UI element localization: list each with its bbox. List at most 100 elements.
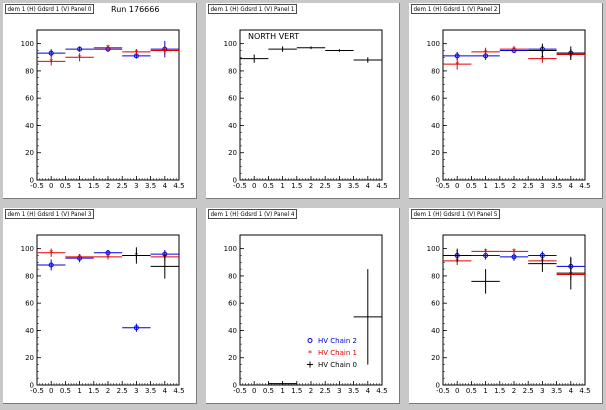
svg-text:*: * <box>540 55 544 64</box>
x-tick-label: -0.5 <box>436 387 450 395</box>
x-tick-label: 2.5 <box>117 387 128 395</box>
chart-pad-2: dem 1 (H) Gdsrd 1 (V) Panel 2-0.5 0 0.5 1 1.… <box>409 3 603 199</box>
x-tick-label: 0 <box>252 387 256 395</box>
data-point <box>471 269 500 294</box>
x-tick-label: 3.5 <box>348 387 359 395</box>
x-tick-label: 0 <box>455 182 459 190</box>
data-point: * <box>122 48 151 57</box>
x-tick-label: 2 <box>309 182 313 190</box>
data-point <box>122 247 151 264</box>
y-tick-label: 60 <box>431 95 440 103</box>
x-tick-label: 2.5 <box>320 387 331 395</box>
y-tick-label: 40 <box>431 327 440 335</box>
x-tick-label: 4.5 <box>173 387 184 395</box>
data-point <box>353 57 382 63</box>
y-tick-label: 80 <box>25 272 34 280</box>
data-point <box>268 382 297 385</box>
svg-text:*: * <box>308 349 312 358</box>
data-point <box>528 255 557 272</box>
svg-text:*: * <box>134 48 138 57</box>
chart-title: dem 1 (H) Gdsrd 1 (V) Panel 1 <box>211 6 295 13</box>
y-tick-label: 100 <box>21 40 34 48</box>
data-point <box>240 54 269 63</box>
x-tick-label: 4 <box>569 387 574 395</box>
data-point <box>37 259 66 271</box>
legend-entry: HV Chain 2 <box>307 337 357 345</box>
data-point: * <box>471 47 500 57</box>
x-tick-label: 1.5 <box>88 387 99 395</box>
x-tick-label: 3 <box>134 182 138 190</box>
x-tick-label: 0.5 <box>263 387 274 395</box>
data-point <box>65 46 94 52</box>
data-point <box>353 269 382 365</box>
y-tick-label: 0 <box>30 382 34 390</box>
run-label: Run 176666 <box>111 5 159 14</box>
x-tick-label: 3.5 <box>551 387 562 395</box>
title-box <box>208 4 297 14</box>
x-tick-label: 1 <box>280 387 284 395</box>
data-point <box>296 46 326 50</box>
svg-text:*: * <box>512 45 516 54</box>
x-tick-label: 1 <box>77 387 81 395</box>
y-tick-label: 0 <box>436 177 440 185</box>
title-box <box>208 209 297 219</box>
x-tick-label: 2 <box>106 182 110 190</box>
svg-text:*: * <box>106 253 110 262</box>
legend-label: HV Chain 2 <box>318 337 357 345</box>
chart-title: dem 1 (H) Gdsrd 1 (V) Panel 3 <box>8 211 92 218</box>
y-tick-label: 40 <box>25 327 34 335</box>
x-tick-label: 0.5 <box>60 387 71 395</box>
y-tick-label: 80 <box>228 67 237 75</box>
data-point: * <box>499 247 529 256</box>
x-tick-label: -0.5 <box>233 182 247 190</box>
chart-title: dem 1 (H) Gdsrd 1 (V) Panel 0 <box>8 6 92 13</box>
y-tick-label: 20 <box>228 354 237 362</box>
y-tick-label: 60 <box>25 300 34 308</box>
y-tick-label: 20 <box>431 354 440 362</box>
legend-label: HV Chain 0 <box>318 361 357 369</box>
y-tick-label: 40 <box>228 327 237 335</box>
x-tick-label: 2 <box>512 182 516 190</box>
svg-text:*: * <box>455 60 459 69</box>
x-tick-label: 0.5 <box>263 182 274 190</box>
chart-pad-4: dem 1 (H) Gdsrd 1 (V) Panel 4-0.5 0 0.5 1 1.… <box>206 208 400 404</box>
x-tick-label: 2 <box>106 387 110 395</box>
title-box <box>411 209 500 219</box>
y-tick-label: 0 <box>233 177 237 185</box>
x-tick-label: 4 <box>366 387 371 395</box>
x-tick-label: 2.5 <box>117 182 128 190</box>
svg-text:*: * <box>484 247 488 256</box>
x-tick-label: 4.5 <box>579 387 590 395</box>
plot-frame <box>239 29 383 181</box>
y-tick-label: 80 <box>228 272 237 280</box>
data-point <box>268 46 297 52</box>
chart-pad-1: dem 1 (H) Gdsrd 1 (V) Panel 1-0.5 0 0.5 1 1.… <box>206 3 400 199</box>
x-tick-label: 1.5 <box>88 182 99 190</box>
chart-title: dem 1 (H) Gdsrd 1 (V) Panel 2 <box>414 6 498 13</box>
x-tick-label: 2 <box>309 387 313 395</box>
plot-frame <box>36 234 180 386</box>
chart-pad-3: dem 1 (H) Gdsrd 1 (V) Panel 3 -0.5 0 0.5 1 1.… <box>3 208 197 404</box>
svg-text:*: * <box>78 53 82 62</box>
y-tick-label: 60 <box>25 95 34 103</box>
data-point <box>325 49 354 52</box>
x-tick-label: -0.5 <box>30 182 44 190</box>
data-point: * <box>37 57 66 66</box>
x-tick-label: 3.5 <box>145 387 156 395</box>
chart-pad-5: dem 1 (H) Gdsrd 1 (V) Panel 5-0.5 0 0.5 1 1.… <box>409 208 603 404</box>
x-tick-label: 0 <box>252 182 256 190</box>
y-tick-label: 0 <box>30 177 34 185</box>
y-tick-label: 0 <box>436 382 440 390</box>
x-tick-label: 3 <box>134 387 138 395</box>
x-tick-label: -0.5 <box>30 387 44 395</box>
svg-text:*: * <box>78 253 82 262</box>
x-tick-label: 1 <box>483 182 487 190</box>
data-point: * <box>93 253 123 262</box>
x-tick-label: 1 <box>483 387 487 395</box>
y-tick-label: 60 <box>228 95 237 103</box>
data-point <box>122 323 151 332</box>
title-box <box>5 209 94 219</box>
data-point: * <box>499 45 529 54</box>
x-tick-label: 1 <box>280 182 284 190</box>
y-tick-label: 20 <box>25 149 34 157</box>
